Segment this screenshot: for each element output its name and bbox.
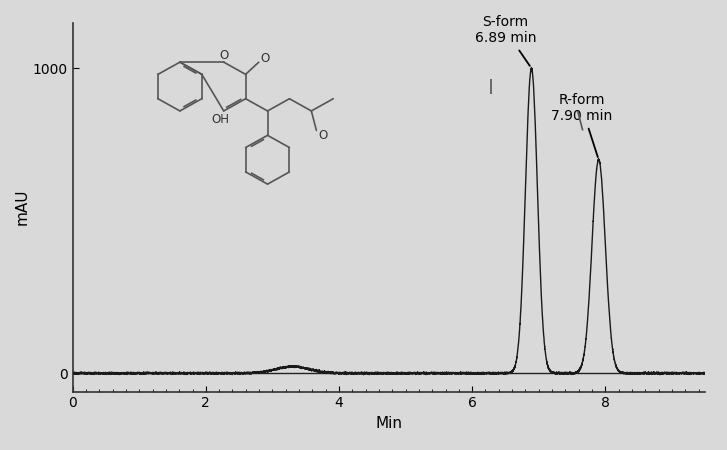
Text: R-form
7.90 min: R-form 7.90 min — [551, 93, 613, 157]
Text: S-form
6.89 min: S-form 6.89 min — [475, 15, 537, 66]
Text: O: O — [261, 52, 270, 65]
Text: OH: OH — [212, 113, 230, 126]
Text: O: O — [219, 49, 228, 62]
X-axis label: Min: Min — [375, 416, 403, 431]
Y-axis label: mAU: mAU — [15, 189, 30, 225]
Text: O: O — [318, 129, 328, 142]
